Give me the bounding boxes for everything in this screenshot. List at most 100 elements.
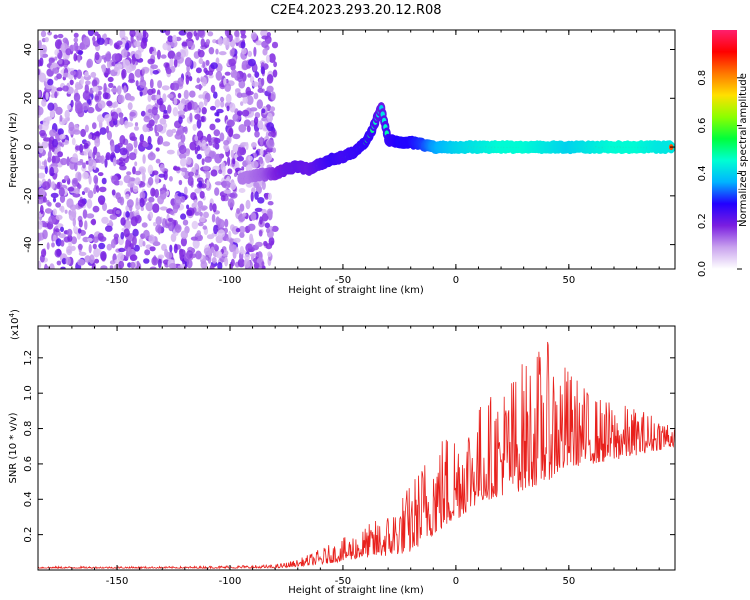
spectrogram-cell	[123, 85, 127, 94]
spectrogram-cell	[84, 71, 89, 78]
spectrogram-cell	[173, 58, 178, 68]
spectrogram-cell	[208, 70, 214, 76]
spectrogram-cell	[165, 30, 171, 36]
snr-line	[38, 341, 675, 570]
spectrogram-cell	[134, 68, 142, 78]
spectrogram-cell	[225, 93, 232, 104]
spectrogram-cell	[236, 146, 243, 157]
spectrogram-cell	[167, 50, 176, 60]
spectrogram-cell	[151, 256, 159, 266]
spectrogram-cell	[255, 241, 263, 247]
spectrogram-cell	[104, 114, 112, 122]
snr-y-multiplier: (x104)	[8, 309, 21, 340]
spectrogram-cell	[238, 225, 246, 234]
spectrogram-cell	[155, 147, 160, 152]
spectrogram-cell	[129, 132, 136, 141]
spectrogram-cell	[264, 222, 270, 229]
spectrogram-cell	[80, 128, 86, 138]
spectrogram-cell	[44, 265, 49, 269]
spectrogram-cell	[217, 229, 225, 238]
spectrogram-cell	[109, 38, 113, 46]
spectrogram-cell	[224, 218, 229, 228]
spectrogram-cell	[157, 225, 161, 235]
spectrogram-cell	[66, 156, 70, 167]
spectrogram-cell	[129, 111, 136, 117]
spectrogram-cell	[154, 174, 160, 185]
spectrogram-cell	[86, 60, 92, 69]
spectrogram-cell	[86, 198, 93, 209]
spectrogram-cell	[213, 91, 218, 99]
spectrogram-cell	[133, 40, 141, 48]
spectrogram-cell	[156, 94, 160, 100]
spectrogram-cell	[60, 240, 65, 247]
spectrogram-cell	[145, 201, 154, 212]
spectrogram-cell	[231, 244, 237, 252]
spectrogram-cell	[235, 228, 241, 233]
spectrogram-cell	[138, 181, 146, 188]
spectrogram-cell	[130, 261, 136, 269]
spectrogram-cell	[208, 249, 212, 258]
spectrogram-cell	[140, 40, 147, 49]
spectrogram-cell	[43, 159, 48, 168]
spectrogram-cell	[120, 217, 126, 226]
spectrogram-cell	[238, 124, 247, 133]
spectrogram-cell	[272, 147, 277, 153]
spectrogram-cell	[42, 229, 48, 240]
spectrogram-cell	[254, 112, 261, 119]
spectrogram-cell	[180, 157, 187, 167]
spectrogram-cell	[101, 177, 107, 185]
spectrogram-cell	[159, 163, 165, 172]
spectrogram-cell	[84, 220, 88, 231]
spectrogram-cell	[199, 191, 205, 199]
spectrogram-cell	[59, 114, 63, 122]
spectrogram-cell	[265, 38, 272, 43]
spectrogram-cell	[125, 193, 130, 200]
spectrogram-cell	[215, 70, 223, 81]
spectrogram-cell	[97, 37, 105, 45]
spectrogram-cell	[157, 195, 165, 205]
spectrogram-cell	[73, 226, 78, 233]
spectrogram-cell	[139, 91, 143, 97]
x-tick-label: 50	[562, 275, 575, 286]
spectrogram-cell	[214, 137, 218, 144]
spectrogram-cell	[64, 109, 70, 119]
spectrogram-cell	[74, 81, 81, 91]
spectrogram-cell	[253, 46, 257, 57]
spectrogram-cell	[154, 115, 158, 124]
spectrogram-cell	[115, 210, 121, 215]
spectrogram-cell	[215, 57, 220, 65]
spectrogram-cell	[242, 212, 247, 217]
spectrogram-cell	[110, 111, 119, 122]
spectrogram-cell	[271, 41, 279, 49]
spectrogram-cell	[43, 137, 51, 142]
spectrogram-cell	[196, 130, 204, 141]
spectrogram-cell	[83, 187, 91, 193]
spectrogram-cell	[77, 228, 82, 234]
spectrogram-cell	[240, 41, 246, 49]
spectrogram-cell	[49, 109, 55, 118]
spectrogram-cell	[159, 118, 167, 125]
spectrogram-cell	[265, 243, 273, 250]
spectrogram-cell	[48, 215, 56, 225]
spectrogram-cell	[240, 30, 246, 36]
spectrogram-cell	[86, 213, 95, 219]
spectrogram-cell	[266, 74, 274, 84]
spectrogram-cell	[147, 152, 156, 161]
spectrogram-cell	[206, 133, 212, 143]
spectrogram-cell	[82, 90, 91, 101]
spectrogram-cell	[236, 208, 241, 214]
spectrogram-cell	[167, 93, 174, 99]
spectrogram-cell	[197, 222, 204, 227]
spectrogram-cell	[139, 197, 145, 208]
spectrogram-cell	[109, 214, 118, 220]
spectrogram-cell	[88, 133, 93, 140]
spectrogram-cell	[152, 170, 159, 176]
spectrogram-cell	[261, 35, 269, 40]
spectrogram-cell	[254, 207, 263, 212]
colorbar: 0.0 0.2 0.4 0.6 0.8 Normalized spectral ampl…	[697, 30, 749, 277]
spectrogram-cell	[198, 180, 203, 188]
spectrogram-cell	[187, 101, 192, 111]
spectrogram-cell	[195, 84, 203, 90]
spectrogram-cell	[93, 164, 97, 170]
spectrogram-cell	[149, 78, 154, 89]
